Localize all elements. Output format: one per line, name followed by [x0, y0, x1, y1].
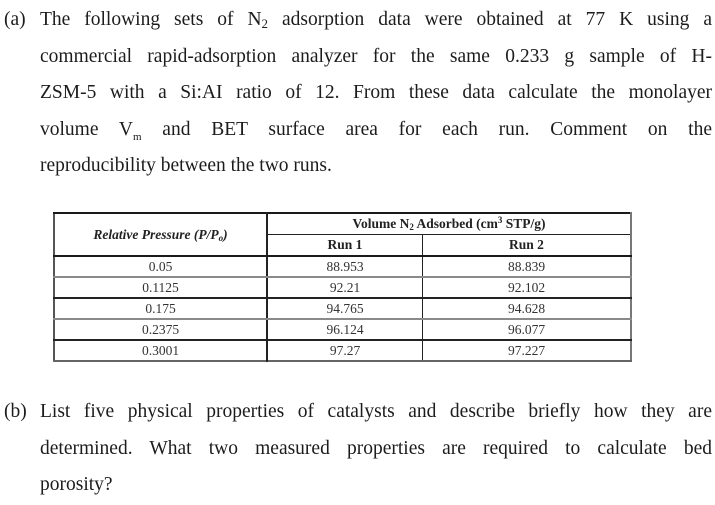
table-row: 0.175 94.765 94.628	[54, 298, 631, 320]
header-text: Relative Pressure (P/P	[93, 226, 219, 242]
cell-run-1: 94.765	[267, 298, 423, 320]
header-text: Adsorbed (cm	[413, 216, 498, 231]
cell-relative-pressure: 0.2375	[54, 319, 268, 341]
subscript: o	[218, 232, 224, 243]
cell-run-2: 92.102	[422, 277, 631, 299]
question-part-b: (b) List five physical properties of cat…	[0, 394, 712, 504]
cell-run-1: 97.27	[267, 340, 423, 361]
table-row: 0.2375 96.124 96.077	[54, 319, 631, 341]
text-run: ZSM-5 with a Si:AI ratio of 12. From the…	[40, 82, 712, 103]
adsorption-data-table: Relative Pressure (P/Po) Volume N2 Adsor…	[53, 212, 632, 362]
subscript: 2	[261, 16, 269, 31]
superscript: 3	[497, 215, 503, 225]
text-run: adsorption data were obtained at 77 K us…	[268, 9, 712, 30]
table-subheader-row: Run 1 Run 2	[54, 234, 631, 257]
table-row: 0.05 88.953 88.839	[54, 256, 631, 278]
cell-run-1: 96.124	[267, 319, 423, 341]
table-header-row: Relative Pressure (P/Po) Volume N2 Adsor…	[54, 213, 631, 257]
cell-run-1: 92.21	[267, 277, 423, 299]
cell-run-2: 97.227	[507, 342, 546, 358]
part-b-line-2: determined. What two measured properties…	[40, 437, 712, 459]
subscript: m	[132, 130, 142, 143]
header-run-2: Run 2	[422, 234, 631, 257]
text-run: and BET surface area for each run. Comme…	[141, 118, 712, 140]
text-run: volume V	[40, 118, 133, 140]
cell-run-2: 88.839	[422, 256, 631, 278]
part-b-text: List five physical properties of catalys…	[40, 394, 712, 504]
cell-run-2: 94.628	[422, 298, 631, 320]
part-a-line-5: reproducibility between the two runs.	[40, 148, 712, 185]
part-b-line-1: List five physical properties of catalys…	[40, 401, 712, 422]
part-a-line-1: The following sets of N2 adsorption data…	[40, 2, 712, 39]
table-row: 0.1125 92.21 92.102	[54, 277, 631, 299]
cell-relative-pressure: 0.1125	[54, 277, 268, 299]
part-a-text: The following sets of N2 adsorption data…	[40, 2, 712, 185]
subscript: 2	[409, 222, 414, 232]
header-text: STP/g)	[502, 216, 546, 231]
table-row: 0.3001 97.27 97.227	[54, 340, 631, 361]
cell-run-2: 96.077	[422, 319, 631, 341]
part-a-line-4: volume Vm and BET surface area for each …	[40, 112, 712, 149]
header-run-1: Run 1	[267, 234, 423, 257]
cell-relative-pressure: 0.3001	[54, 340, 268, 361]
part-b-label: (b)	[4, 401, 27, 422]
header-relative-pressure: Relative Pressure (P/Po)	[54, 213, 268, 257]
question-part-a: (a) The following sets of N2 adsorption …	[0, 2, 712, 185]
part-a-label: (a)	[4, 9, 26, 30]
text-run: reproducibility between the two runs.	[40, 155, 332, 176]
header-volume-adsorbed: Volume N2 Adsorbed (cm3 STP/g)	[267, 213, 631, 235]
part-b-line-3: porosity?	[40, 474, 113, 495]
cell-relative-pressure: 0.05	[54, 256, 268, 278]
cell-relative-pressure: 0.175	[54, 298, 268, 320]
header-text: )	[223, 226, 228, 242]
part-a-line-3: ZSM-5 with a Si:AI ratio of 12. From the…	[40, 75, 712, 112]
header-text: Volume N	[352, 216, 410, 231]
cell-run-1: 88.953	[267, 256, 423, 278]
part-a-line-2: commercial rapid-adsorption analyzer for…	[40, 39, 712, 76]
text-run: commercial rapid-adsorption analyzer for…	[40, 45, 712, 67]
text-run: The following sets of N	[40, 9, 262, 30]
